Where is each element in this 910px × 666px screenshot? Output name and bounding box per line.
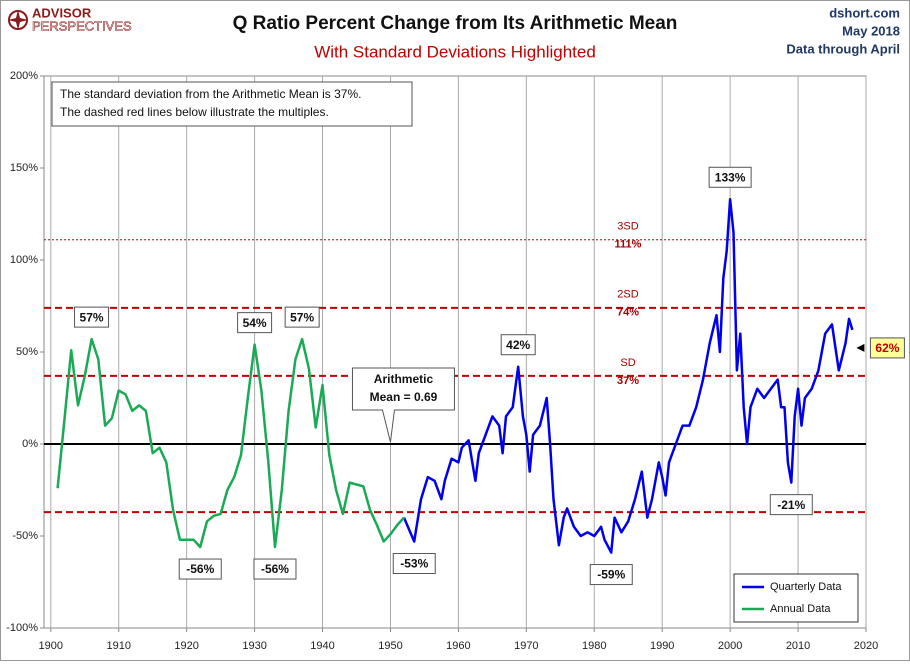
- reference-label: SD: [620, 357, 635, 369]
- y-tick-label: 100%: [10, 254, 38, 266]
- annotation-box: [708, 166, 752, 188]
- logo-icon: [8, 10, 28, 30]
- legend-label: Annual Data: [770, 603, 831, 615]
- x-tick-label: 1920: [174, 640, 198, 652]
- annotation-label: -56%: [186, 562, 214, 576]
- x-tick-label: 1980: [582, 640, 606, 652]
- annotation-label: -53%: [400, 557, 428, 571]
- x-tick-label: 2010: [786, 640, 810, 652]
- legend-label: Quarterly Data: [770, 581, 842, 593]
- note-text: The standard deviation from the Arithmet…: [60, 87, 361, 101]
- series-line: [56, 337, 405, 549]
- annotation-label: 54%: [243, 316, 267, 330]
- series-line: [402, 198, 854, 554]
- annotation-label: 42%: [506, 338, 530, 352]
- reference-label: 74%: [617, 307, 639, 319]
- annotation-box: [869, 337, 905, 359]
- source: dshort.com: [829, 5, 900, 20]
- y-tick-label: 200%: [10, 70, 38, 82]
- annotation-label: 57%: [80, 310, 104, 324]
- annotation-box: [237, 312, 273, 334]
- chart-title: Q Ratio Percent Change from Its Arithmet…: [233, 13, 678, 34]
- source: Data through April: [786, 41, 900, 56]
- annotation-box: [392, 553, 436, 575]
- x-tick-label: 2020: [854, 640, 878, 652]
- annotation-label: 133%: [715, 170, 746, 184]
- x-tick-label: 1910: [106, 640, 130, 652]
- logo-bottom: PERSPECTIVES: [32, 18, 132, 33]
- annotation-box: [284, 306, 320, 328]
- reference-label: 2SD: [617, 289, 638, 301]
- annotation-label: 62%: [875, 341, 899, 355]
- y-tick-label: 50%: [16, 346, 38, 358]
- annotation-box: [589, 564, 633, 586]
- note-box: [51, 81, 413, 127]
- x-tick-label: 1970: [514, 640, 538, 652]
- x-tick-label: 1990: [650, 640, 674, 652]
- annotation-box: [74, 306, 110, 328]
- series-lines: [56, 198, 854, 554]
- mean-callout-text: Mean = 0.69: [370, 390, 438, 404]
- logo-top: ADVISOR: [32, 5, 92, 20]
- x-tick-label: 1950: [378, 640, 402, 652]
- x-tick-label: 1940: [310, 640, 334, 652]
- reference-label: 3SD: [617, 221, 638, 233]
- annotation-box: [769, 494, 813, 516]
- y-tick-label: 150%: [10, 162, 38, 174]
- mean-callout-text: Arithmetic: [374, 372, 434, 386]
- annotation-label: 57%: [290, 310, 314, 324]
- mean-callout-box: [351, 367, 455, 443]
- y-tick-label: -100%: [6, 622, 38, 634]
- annotation-label: -56%: [261, 562, 289, 576]
- legend-box: [733, 573, 859, 623]
- plot-area: [43, 75, 867, 629]
- note-text: The dashed red lines below illustrate th…: [60, 105, 329, 119]
- annotation-box: [500, 334, 536, 356]
- reference-label: 111%: [615, 239, 642, 251]
- x-tick-label: 2000: [718, 640, 742, 652]
- reference-label: 37%: [617, 375, 639, 387]
- annotation-box: [178, 558, 222, 580]
- x-tick-label: 1930: [242, 640, 266, 652]
- chart-subtitle: With Standard Deviations Highlighted: [314, 42, 596, 61]
- annotation-pointer: [856, 343, 865, 352]
- source: May 2018: [842, 23, 900, 38]
- x-tick-label: 1960: [446, 640, 470, 652]
- y-tick-label: 0%: [22, 438, 38, 450]
- x-tick-label: 1900: [39, 640, 63, 652]
- annotation-label: -21%: [777, 498, 805, 512]
- annotation-box: [253, 558, 297, 580]
- y-tick-label: -50%: [12, 530, 38, 542]
- annotation-label: -59%: [597, 568, 625, 582]
